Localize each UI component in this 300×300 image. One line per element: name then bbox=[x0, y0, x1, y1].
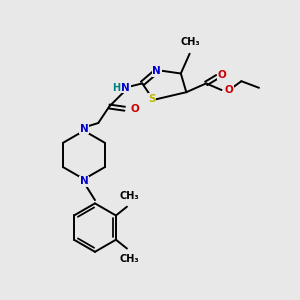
Text: O: O bbox=[225, 85, 234, 95]
Text: N: N bbox=[152, 66, 161, 76]
Text: CH₃: CH₃ bbox=[119, 191, 139, 201]
Text: CH₃: CH₃ bbox=[119, 254, 139, 264]
Text: CH₃: CH₃ bbox=[181, 37, 200, 47]
Text: O: O bbox=[130, 104, 139, 114]
Text: N: N bbox=[80, 124, 88, 134]
Text: H: H bbox=[112, 83, 120, 93]
Text: S: S bbox=[148, 94, 156, 104]
Text: O: O bbox=[217, 70, 226, 80]
Text: N: N bbox=[122, 83, 130, 93]
Text: N: N bbox=[80, 176, 88, 186]
